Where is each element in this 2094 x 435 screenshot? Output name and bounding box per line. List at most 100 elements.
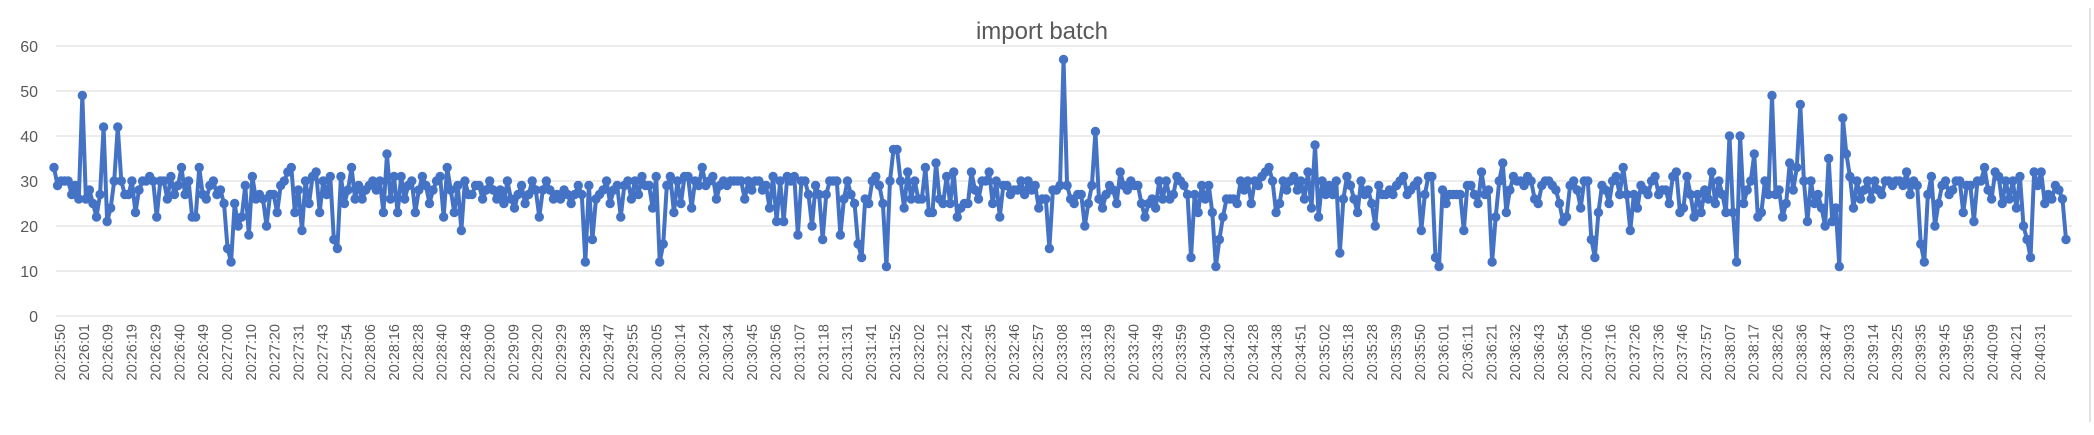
data-point-267 [995, 212, 1005, 222]
data-point-127 [499, 198, 509, 209]
data-point-511 [1859, 185, 1869, 195]
y-tick-label-10: 10 [20, 264, 38, 281]
data-point-364 [1338, 194, 1349, 204]
data-point-468 [1707, 167, 1717, 177]
x-tick-label-17: 20:28:49 [459, 324, 475, 380]
data-point-321 [1186, 252, 1196, 263]
data-point-555 [2015, 171, 2025, 182]
data-point-63 [272, 207, 282, 218]
data-point-32 [162, 194, 173, 204]
x-tick-label-25: 20:30:05 [649, 324, 665, 380]
data-point-163 [626, 194, 637, 204]
data-point-499 [1816, 203, 1827, 213]
data-point-269 [1002, 180, 1012, 191]
data-point-110 [438, 212, 449, 222]
x-tick-label-5: 20:26:40 [172, 324, 188, 380]
data-point-170 [651, 171, 661, 182]
data-point-143 [555, 194, 566, 204]
x-tick-label-49: 20:34:20 [1222, 324, 1238, 380]
data-point-503 [1831, 203, 1841, 213]
x-tick-label-12: 20:27:54 [339, 324, 355, 380]
data-point-261 [973, 194, 984, 204]
x-tick-label-43: 20:33:18 [1079, 324, 1095, 380]
data-point-10 [84, 185, 95, 195]
data-point-186 [708, 171, 718, 182]
x-tick-label-4: 20:26:29 [148, 324, 164, 380]
data-point-83 [343, 185, 353, 195]
x-tick-label-31: 20:31:07 [793, 324, 809, 380]
data-point-48 [219, 198, 229, 209]
data-point-132 [516, 180, 527, 191]
data-point-109 [435, 171, 445, 182]
data-point-514 [1870, 176, 1880, 186]
data-point-45 [208, 176, 219, 186]
y-axis-ticks: 0 10 20 30 40 50 60 [20, 39, 38, 326]
data-point-129 [506, 194, 516, 204]
data-point-123 [485, 176, 495, 186]
data-point-104 [417, 171, 428, 182]
data-point-137 [534, 212, 544, 222]
x-tick-label-41: 20:32:57 [1031, 324, 1047, 380]
data-point-530 [1926, 171, 1937, 182]
data-point-6 [70, 180, 80, 191]
data-point-125 [492, 194, 502, 204]
y-tick-label-0: 0 [29, 309, 38, 326]
x-tick-label-68: 20:37:46 [1675, 324, 1691, 380]
data-point-101 [407, 176, 417, 186]
data-point-47 [215, 185, 226, 195]
data-point-435 [1590, 252, 1600, 263]
data-point-336 [1239, 185, 1249, 195]
x-axis-ticks: 20:25:50 20:26:01 20:26:09 20:26:19 20:26:29… [53, 324, 2049, 380]
data-point-557 [2022, 234, 2032, 245]
data-point-523 [1901, 167, 1912, 177]
data-point-567 [2057, 194, 2068, 204]
data-point-263 [980, 176, 991, 186]
data-point-378 [1388, 189, 1398, 200]
data-point-531 [1930, 221, 1940, 231]
data-point-249 [931, 158, 941, 168]
data-point-314 [1161, 176, 1171, 186]
data-point-107 [428, 185, 438, 195]
data-point-252 [941, 171, 952, 182]
x-tick-label-9: 20:27:20 [268, 324, 284, 380]
data-point-70 [297, 225, 307, 236]
data-point-485 [1767, 90, 1777, 101]
data-point-79 [329, 234, 339, 245]
x-tick-label-58: 20:36:01 [1437, 324, 1453, 380]
data-point-556 [2018, 221, 2029, 231]
data-point-301 [1115, 167, 1125, 177]
data-point-353 [1299, 194, 1310, 204]
data-point-149 [577, 189, 587, 200]
data-point-300 [1111, 198, 1122, 209]
data-point-303 [1122, 185, 1133, 195]
data-point-368 [1352, 207, 1363, 218]
data-point-327 [1207, 207, 1218, 218]
data-point-75 [314, 207, 325, 218]
data-point-195 [740, 194, 750, 204]
data-point-285 [1058, 54, 1069, 65]
data-point-254 [949, 167, 959, 177]
data-point-529 [1923, 189, 1933, 200]
data-point-286 [1062, 180, 1072, 191]
data-point-463 [1689, 212, 1699, 222]
data-point-501 [1823, 153, 1834, 164]
data-point-62 [268, 189, 279, 200]
data-point-407 [1491, 212, 1501, 222]
x-tick-label-57: 20:35:50 [1413, 324, 1429, 380]
data-point-22 [127, 176, 137, 186]
x-tick-label-80: 20:39:56 [1961, 324, 1977, 380]
data-point-114 [453, 180, 463, 191]
data-point-560 [2032, 180, 2043, 191]
data-point-86 [353, 180, 364, 191]
data-point-92 [375, 176, 385, 186]
data-point-460 [1678, 203, 1689, 213]
data-point-434 [1586, 234, 1597, 245]
data-point-36 [176, 162, 187, 173]
data-point-34 [169, 189, 180, 200]
x-tick-label-66: 20:37:26 [1627, 324, 1643, 380]
y-tick-label-30: 30 [20, 174, 38, 191]
x-tick-label-55: 20:35:28 [1365, 324, 1381, 380]
x-tick-label-50: 20:34:28 [1246, 324, 1262, 380]
x-tick-label-28: 20:30:34 [721, 324, 737, 380]
data-point-296 [1097, 203, 1108, 213]
